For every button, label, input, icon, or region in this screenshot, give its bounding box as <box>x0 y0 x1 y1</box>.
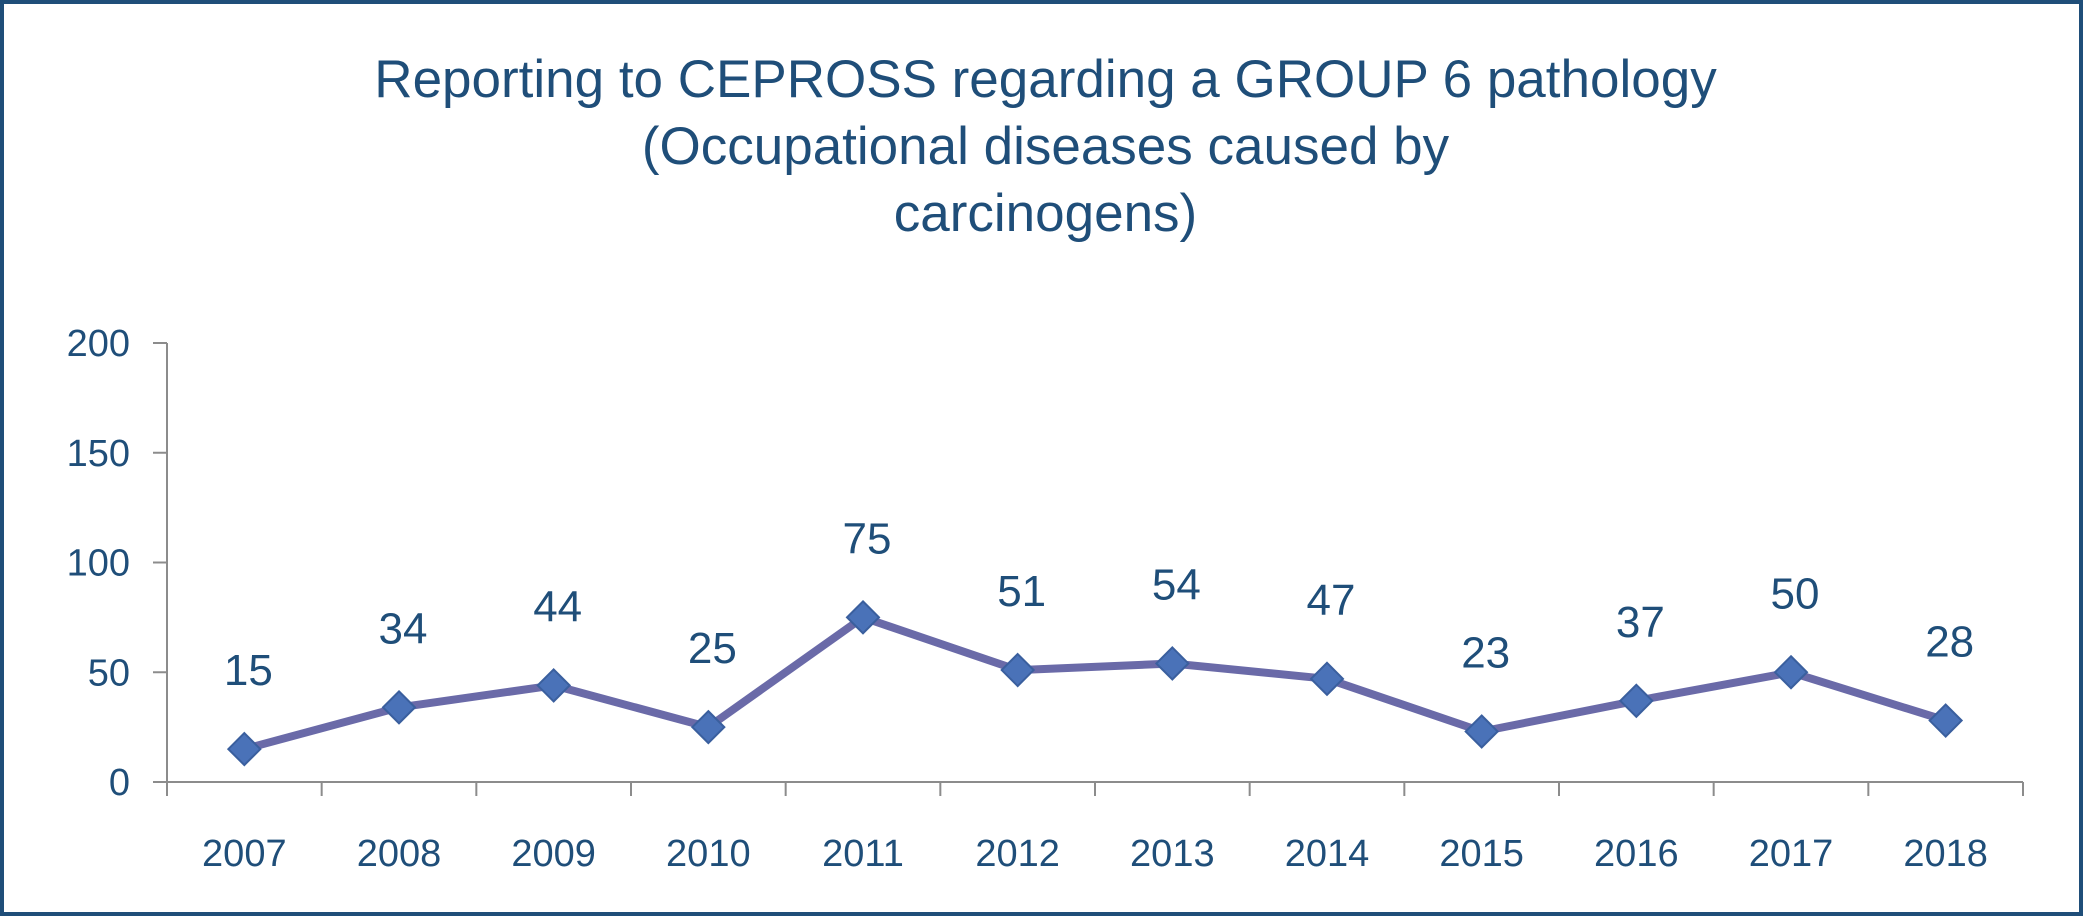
data-point-marker <box>845 599 881 635</box>
series <box>226 599 1964 767</box>
chart-title: Reporting to CEPROSS regarding a GROUP 6… <box>4 46 2083 247</box>
data-label: 75 <box>843 514 892 563</box>
data-label: 28 <box>1925 618 1974 667</box>
data-label: 37 <box>1616 598 1665 647</box>
x-tick-label: 2014 <box>1285 833 1370 875</box>
chart-title-line-3: carcinogens) <box>893 184 1198 243</box>
data-point-marker <box>690 709 726 745</box>
chart-title-line-1: Reporting to CEPROSS regarding a GROUP 6… <box>374 50 1717 109</box>
data-label: 25 <box>688 624 737 673</box>
data-label: 51 <box>997 567 1046 616</box>
data-point-marker <box>1618 683 1654 719</box>
data-point-marker <box>536 668 572 703</box>
data-label: 34 <box>379 604 428 653</box>
x-tick-label: 2012 <box>975 833 1060 875</box>
y-tick-label: 50 <box>88 652 130 694</box>
x-tick-label: 2018 <box>1903 833 1988 875</box>
data-point-marker <box>1154 646 1190 681</box>
data-labels: 15 34 44 25 75 51 54 47 23 37 50 28 <box>224 514 1974 695</box>
x-tick-label: 2009 <box>511 833 596 875</box>
data-point-marker <box>1309 661 1345 697</box>
data-label: 54 <box>1152 560 1201 609</box>
data-point-marker <box>1464 714 1500 749</box>
y-tick-label: 0 <box>109 762 130 804</box>
data-point-marker <box>1928 703 1964 738</box>
data-label: 23 <box>1461 629 1510 678</box>
x-tick-label: 2011 <box>822 833 904 875</box>
y-tick-label: 150 <box>67 433 130 475</box>
series-line <box>240 613 1950 754</box>
data-label: 50 <box>1771 569 1820 618</box>
data-point-marker <box>1773 654 1809 690</box>
x-tick-label: 2015 <box>1439 833 1524 875</box>
y-tick-label: 200 <box>67 323 130 365</box>
x-tick-label: 2008 <box>357 833 442 875</box>
x-tick-label: 2007 <box>202 833 287 875</box>
y-tick-label: 100 <box>67 543 130 585</box>
chart-title-line-2: (Occupational diseases caused by <box>641 117 1450 176</box>
data-point-marker <box>226 731 262 767</box>
x-tick-label: 2017 <box>1749 833 1834 875</box>
x-tick-label: 2013 <box>1130 833 1215 875</box>
data-point-marker <box>1000 652 1036 688</box>
y-axis: 0 50 100 150 200 <box>67 323 168 804</box>
data-label: 44 <box>533 582 582 631</box>
x-axis: 2007 2008 2009 2010 2011 2012 2013 2014 2015 2016… <box>166 781 2024 875</box>
data-label: 47 <box>1307 576 1356 625</box>
data-point-marker <box>381 689 417 725</box>
line-chart: 0 50 100 150 200 2007 2008 2009 2010 2011 2012 201… <box>67 323 2024 875</box>
x-tick-label: 2010 <box>666 833 751 875</box>
data-label: 15 <box>224 646 273 695</box>
x-tick-label: 2016 <box>1594 833 1679 875</box>
